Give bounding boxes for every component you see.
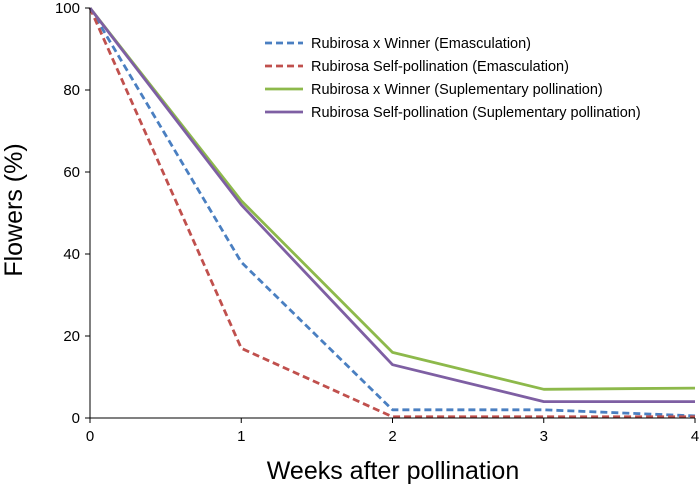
x-axis-title: Weeks after pollination [267, 457, 519, 485]
series-line-3 [88, 7, 696, 391]
x-tick-label: 1 [237, 428, 245, 445]
ticks-layer: 0 20 40 60 80 100 0 1 2 3 4 [55, 0, 699, 445]
legend-label-4: Rubirosa Self-pollination (Suplementary … [311, 105, 641, 121]
y-axis-title: Flowers (%) [0, 143, 28, 276]
x-tick-label: 2 [388, 428, 396, 445]
series-line-1 [88, 7, 696, 418]
y-tick-label: 100 [55, 0, 80, 17]
legend-label-3: Rubirosa x Winner (Suplementary pollinat… [311, 82, 603, 98]
series-line-4 [88, 7, 695, 404]
series-line-2 [88, 7, 695, 419]
y-tick-label: 0 [72, 410, 80, 427]
legend-label-1: Rubirosa x Winner (Emasculation) [311, 36, 531, 52]
y-tick-label: 80 [63, 82, 80, 99]
x-tick-label: 0 [86, 428, 94, 445]
legend: Rubirosa x Winner (Emasculation) Rubirosa… [265, 36, 641, 121]
x-tick-label: 3 [540, 428, 548, 445]
x-tick-label: 4 [691, 428, 699, 445]
y-tick-label: 40 [63, 246, 80, 263]
y-tick-label: 60 [63, 164, 80, 181]
legend-label-2: Rubirosa Self-pollination (Emasculation) [311, 59, 569, 75]
series-layer [88, 7, 696, 419]
y-tick-label: 20 [63, 328, 80, 345]
